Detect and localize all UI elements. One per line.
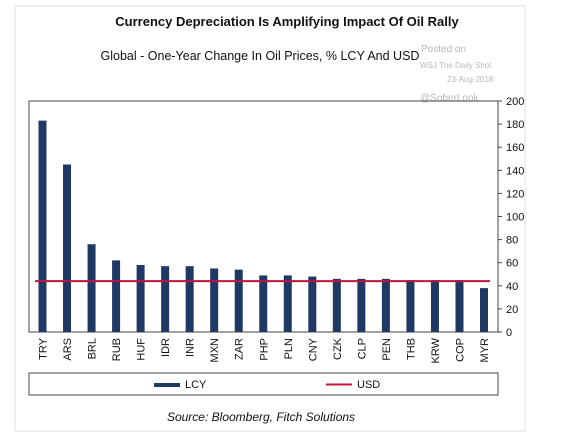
bar-mxn (210, 268, 219, 332)
x-tick-label-clp: CLP (356, 338, 368, 359)
bar-krw (430, 280, 439, 332)
bar-rub (112, 260, 121, 332)
bar-huf (136, 265, 145, 332)
bar-clp (357, 278, 366, 332)
x-tick-label-thb: THB (405, 338, 417, 360)
x-tick-label-mxn: MXN (209, 338, 221, 363)
watermark-source: WSJ The Daily Shot (420, 61, 492, 70)
legend-lcy-label: LCY (185, 379, 207, 391)
x-tick-label-brl: BRL (87, 338, 99, 359)
x-tick-label-myr: MYR (479, 338, 491, 363)
chart-source: Source: Bloomberg, Fitch Solutions (167, 410, 355, 424)
lcy-bars (38, 120, 488, 332)
legend-usd-label: USD (357, 379, 380, 391)
legend-box (28, 372, 499, 396)
y-tick-label: 60 (506, 258, 518, 270)
y-tick-label: 120 (506, 188, 524, 200)
bar-cny (308, 276, 317, 332)
y-tick-label: 80 (506, 235, 518, 247)
y-tick-label: 180 (506, 119, 524, 131)
bar-zar (234, 269, 243, 332)
x-tick-label-cny: CNY (307, 337, 319, 361)
y-tick-label: 160 (506, 142, 524, 154)
x-tick-label-try: TRY (38, 337, 50, 359)
legend-lcy-swatch (154, 383, 180, 387)
bar-myr (480, 288, 488, 332)
bar-thb (406, 280, 415, 332)
x-tick-label-krw: KRW (430, 337, 442, 363)
x-tick-label-zar: ZAR (234, 338, 246, 360)
chart-title: Currency Depreciation Is Amplifying Impa… (115, 14, 459, 29)
y-tick-label: 140 (506, 165, 524, 177)
bar-pen (381, 278, 390, 332)
y-tick-label: 40 (506, 281, 518, 293)
x-tick-label-czk: CZK (332, 337, 344, 360)
watermark-handle: @SoberLook (420, 93, 480, 104)
x-axis: TRY ARS BRL RUB HUF IDR INR MXN ZAR PHP PLN CNY CZK C… (38, 337, 492, 363)
bar-ars (63, 164, 72, 332)
x-tick-label-pen: PEN (381, 338, 393, 361)
bar-idr (161, 266, 170, 332)
y-axis: 0 20 40 60 80 100 120 140 160 180 200 (498, 96, 524, 339)
x-tick-label-rub: RUB (111, 338, 123, 361)
bar-brl (87, 244, 96, 332)
x-tick-label-ars: ARS (62, 338, 74, 361)
bar-php (259, 275, 268, 332)
bar-czk (332, 278, 341, 332)
chart-subtitle: Global - One-Year Change In Oil Prices, … (101, 49, 420, 63)
legend-usd-swatch (326, 383, 352, 386)
bar-try (38, 120, 47, 332)
x-tick-label-idr: IDR (160, 338, 172, 357)
y-tick-label: 0 (506, 327, 512, 339)
y-tick-label: 200 (506, 96, 524, 108)
watermark-date: 23-Aug-2018 (447, 75, 494, 84)
y-tick-label: 20 (506, 304, 518, 316)
x-tick-label-pln: PLN (283, 338, 295, 359)
x-tick-label-php: PHP (258, 338, 270, 361)
x-tick-label-inr: INR (185, 338, 197, 357)
x-tick-label-huf: HUF (136, 338, 148, 361)
watermark-posted: Posted on (421, 44, 466, 55)
figure-border (14, 5, 526, 432)
bar-cop (455, 280, 464, 332)
bar-inr (185, 266, 194, 332)
y-tick-label: 100 (506, 212, 524, 224)
x-tick-label-cop: COP (454, 338, 466, 362)
bar-pln (283, 275, 292, 332)
